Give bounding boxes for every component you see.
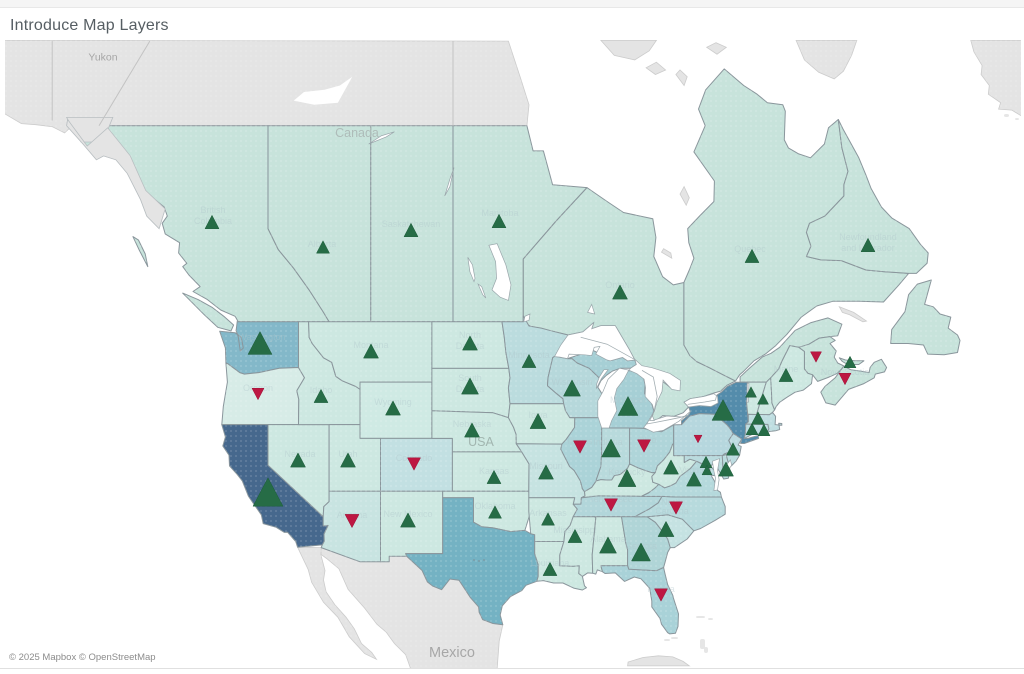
- svg-text:Indiana: Indiana: [593, 437, 623, 447]
- svg-text:Canada: Canada: [335, 126, 379, 140]
- svg-text:Yukon: Yukon: [88, 52, 117, 64]
- svg-text:Nevada: Nevada: [284, 449, 315, 459]
- svg-text:Mexico: Mexico: [429, 645, 475, 661]
- svg-text:Virginia: Virginia: [679, 465, 709, 475]
- svg-text:North: North: [459, 330, 481, 340]
- svg-text:Newfoundland: Newfoundland: [839, 232, 897, 242]
- svg-text:Quebec: Quebec: [734, 244, 766, 254]
- svg-text:Oregon: Oregon: [243, 383, 273, 393]
- svg-text:British: British: [200, 205, 225, 215]
- svg-text:Nova Scotia: Nova Scotia: [821, 367, 870, 377]
- svg-text:Carolina: Carolina: [655, 506, 689, 516]
- svg-text:USA: USA: [468, 435, 494, 449]
- svg-text:Manitoba: Manitoba: [481, 208, 518, 218]
